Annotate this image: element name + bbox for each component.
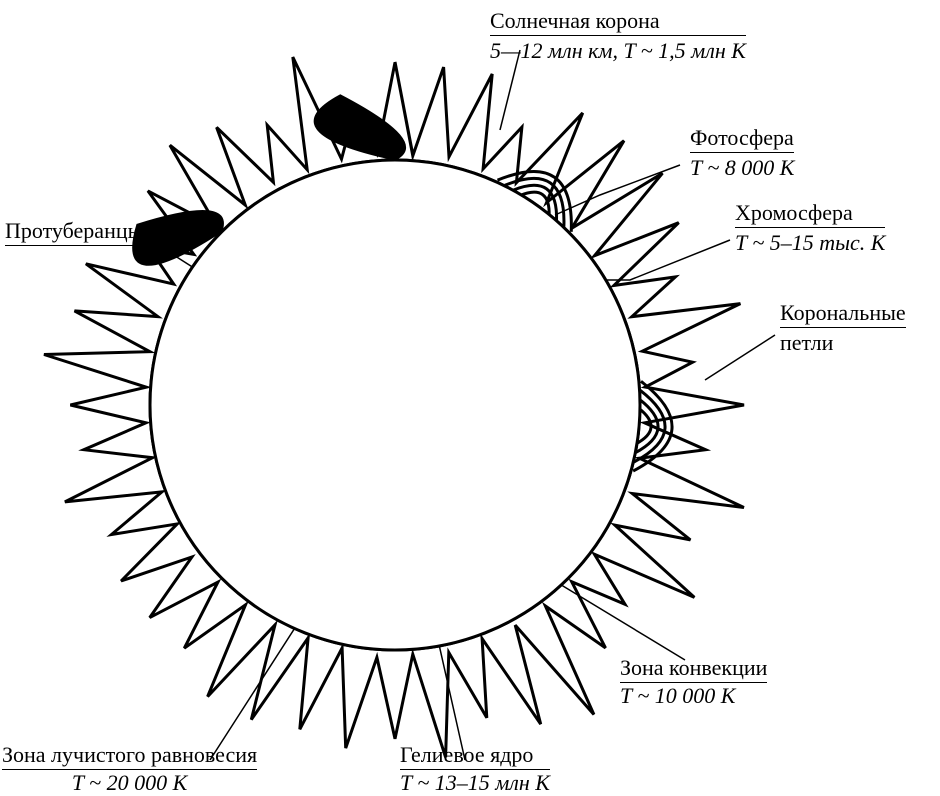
convection-sub: T ~ 10 000 K	[620, 683, 735, 708]
convection-title: Зона конвекции	[620, 655, 767, 683]
label-convection: Зона конвекции T ~ 10 000 K	[620, 655, 767, 709]
core-title: Гелиевое ядро	[400, 742, 550, 770]
coronal-loops-sub: петли	[780, 330, 833, 355]
label-radiative: Зона лучистого равновесия T ~ 20 000 K	[2, 742, 257, 796]
chromosphere-sub: T ~ 5–15 тыс. K	[735, 230, 885, 255]
photosphere-title: Фотосфера	[690, 125, 794, 150]
prominences-title: Протуберанцы	[5, 218, 142, 246]
label-photosphere: Фотосфера T ~ 8 000 K	[690, 125, 794, 181]
label-core: Гелиевое ядро T ~ 13–15 млн K	[400, 742, 550, 796]
corona-title: Солнечная корона	[490, 8, 746, 33]
radiative-sub: T ~ 20 000 K	[72, 770, 187, 795]
label-prominences: Протуберанцы	[5, 218, 142, 246]
label-coronal-loops: Корональные петли	[780, 300, 906, 356]
chromosphere-title: Хромосфера	[735, 200, 885, 225]
core-sub: T ~ 13–15 млн K	[400, 770, 550, 795]
coronal-loops-title: Корональные	[780, 300, 906, 325]
radiative-title: Зона лучистого равновесия	[2, 742, 257, 770]
corona-sub: 5—12 млн км, T ~ 1,5 млн K	[490, 38, 746, 63]
sun-structure-diagram	[0, 0, 940, 793]
photosphere-sub: T ~ 8 000 K	[690, 155, 794, 180]
ring-outer-c	[150, 160, 640, 650]
label-corona: Солнечная корона 5—12 млн км, T ~ 1,5 мл…	[490, 8, 746, 64]
label-chromosphere: Хромосфера T ~ 5–15 тыс. K	[735, 200, 885, 256]
